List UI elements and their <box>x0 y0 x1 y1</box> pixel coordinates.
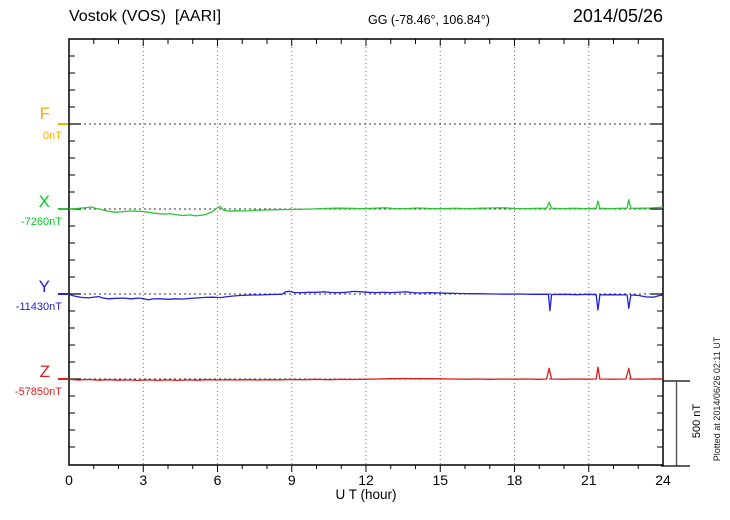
trace-x <box>68 199 664 217</box>
channel-label-x: X <box>38 192 50 211</box>
x-tick-label: 18 <box>506 472 523 488</box>
channel-label-f: F <box>39 104 50 123</box>
x-tick-label: 12 <box>358 472 374 488</box>
plotted-at-note: Plotted at 2014/06/26 02:11 UT <box>712 336 722 462</box>
geographic-coordinates: GG (-78.46°, 106.84°) <box>368 13 490 27</box>
x-tick-label: 15 <box>432 472 449 488</box>
x-tick-label: 0 <box>65 472 73 488</box>
channel-baseline-x: -7260nT <box>21 216 62 228</box>
channel-label-y: Y <box>38 277 50 296</box>
x-tick-label: 9 <box>287 472 296 488</box>
channel-baseline-f: 0nT <box>43 130 62 142</box>
channel-baseline-z: -57850nT <box>14 386 62 398</box>
trace-y <box>68 290 664 312</box>
channel-baseline-y: -11430nT <box>15 301 62 313</box>
trace-z <box>68 366 663 382</box>
x-tick-label: 21 <box>581 472 597 488</box>
x-tick-label: 24 <box>655 472 671 488</box>
channel-label-z: Z <box>39 362 50 381</box>
x-tick-label: 3 <box>139 472 148 488</box>
station-title: Vostok (VOS) [AARI] <box>69 8 222 25</box>
x-tick-label: 6 <box>213 472 222 488</box>
scale-bar-label: 500 nT <box>691 403 703 439</box>
x-axis-title: U T (hour) <box>335 487 397 502</box>
observation-date: 2014/05/26 <box>572 6 663 26</box>
